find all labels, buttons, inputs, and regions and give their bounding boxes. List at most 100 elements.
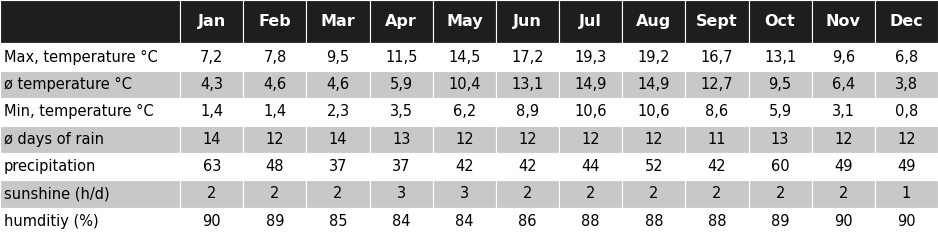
Text: 85: 85: [329, 214, 347, 229]
Text: 84: 84: [455, 214, 474, 229]
Bar: [622, 43, 686, 71]
Text: Oct: Oct: [764, 14, 795, 29]
Text: Apr: Apr: [386, 14, 417, 29]
Bar: [307, 153, 370, 180]
Text: 12: 12: [644, 132, 663, 147]
Text: 6,4: 6,4: [832, 77, 855, 92]
Bar: [370, 43, 432, 71]
Bar: [307, 0, 370, 43]
Bar: [559, 43, 622, 71]
Text: Jan: Jan: [198, 14, 226, 29]
Bar: [432, 43, 496, 71]
Bar: [243, 208, 307, 235]
Text: 10,6: 10,6: [638, 104, 670, 119]
Bar: [559, 208, 622, 235]
Bar: [432, 180, 496, 208]
Bar: [180, 125, 243, 153]
Text: 9,6: 9,6: [832, 50, 855, 65]
Text: 10,6: 10,6: [574, 104, 607, 119]
Bar: [307, 98, 370, 125]
Bar: [749, 208, 811, 235]
Text: 13: 13: [771, 132, 789, 147]
Bar: [370, 125, 432, 153]
Text: 84: 84: [392, 214, 411, 229]
Text: 7,2: 7,2: [200, 50, 223, 65]
Bar: [432, 125, 496, 153]
Bar: [0, 180, 180, 208]
Text: 2,3: 2,3: [326, 104, 350, 119]
Bar: [0, 43, 180, 71]
Text: 37: 37: [392, 159, 411, 174]
Bar: [749, 43, 811, 71]
Text: 42: 42: [455, 159, 474, 174]
Text: 2: 2: [333, 186, 342, 201]
Bar: [370, 71, 432, 98]
Bar: [622, 208, 686, 235]
Text: 90: 90: [897, 214, 915, 229]
Bar: [243, 125, 307, 153]
Bar: [370, 153, 432, 180]
Text: sunshine (h/d): sunshine (h/d): [4, 186, 110, 201]
Text: 48: 48: [265, 159, 284, 174]
Text: 5,9: 5,9: [389, 77, 413, 92]
Bar: [559, 125, 622, 153]
Text: 6,8: 6,8: [895, 50, 918, 65]
Text: 13: 13: [392, 132, 411, 147]
Bar: [559, 153, 622, 180]
Text: 6,2: 6,2: [453, 104, 476, 119]
Text: 14: 14: [203, 132, 221, 147]
Text: 3,1: 3,1: [832, 104, 855, 119]
Bar: [686, 0, 749, 43]
Bar: [686, 98, 749, 125]
Bar: [811, 208, 875, 235]
Bar: [0, 153, 180, 180]
Bar: [432, 153, 496, 180]
Text: 8,6: 8,6: [705, 104, 729, 119]
Bar: [875, 180, 938, 208]
Bar: [622, 0, 686, 43]
Bar: [686, 71, 749, 98]
Text: 89: 89: [771, 214, 790, 229]
Bar: [243, 98, 307, 125]
Text: 19,2: 19,2: [638, 50, 670, 65]
Text: 89: 89: [265, 214, 284, 229]
Text: 13,1: 13,1: [764, 50, 796, 65]
Bar: [811, 98, 875, 125]
Text: 42: 42: [707, 159, 726, 174]
Bar: [559, 0, 622, 43]
Bar: [875, 71, 938, 98]
Bar: [307, 208, 370, 235]
Bar: [496, 208, 559, 235]
Bar: [811, 180, 875, 208]
Text: 16,7: 16,7: [701, 50, 734, 65]
Bar: [180, 208, 243, 235]
Bar: [622, 125, 686, 153]
Bar: [622, 153, 686, 180]
Text: Sept: Sept: [696, 14, 738, 29]
Bar: [180, 153, 243, 180]
Text: 2: 2: [207, 186, 217, 201]
Text: 44: 44: [582, 159, 600, 174]
Bar: [811, 153, 875, 180]
Bar: [180, 71, 243, 98]
Bar: [811, 0, 875, 43]
Text: 1: 1: [901, 186, 911, 201]
Text: Mar: Mar: [321, 14, 356, 29]
Text: ø days of rain: ø days of rain: [4, 132, 104, 147]
Bar: [180, 43, 243, 71]
Text: 9,5: 9,5: [326, 50, 350, 65]
Text: 88: 88: [644, 214, 663, 229]
Text: 17,2: 17,2: [511, 50, 544, 65]
Text: humditiy (%): humditiy (%): [4, 214, 98, 229]
Text: precipitation: precipitation: [4, 159, 96, 174]
Text: 3: 3: [460, 186, 469, 201]
Text: 12: 12: [582, 132, 600, 147]
Bar: [307, 43, 370, 71]
Bar: [749, 125, 811, 153]
Bar: [432, 208, 496, 235]
Text: 14,9: 14,9: [638, 77, 670, 92]
Bar: [432, 71, 496, 98]
Text: 49: 49: [897, 159, 915, 174]
Text: 8,9: 8,9: [516, 104, 539, 119]
Text: 14,5: 14,5: [448, 50, 480, 65]
